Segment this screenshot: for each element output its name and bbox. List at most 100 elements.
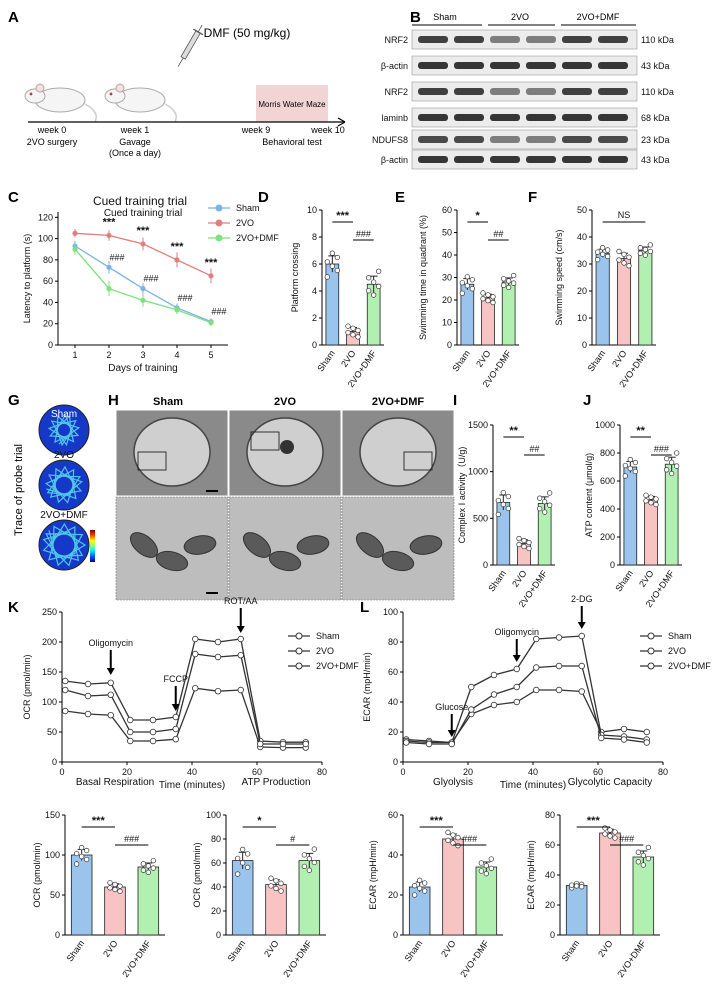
data-point xyxy=(324,259,330,265)
bar xyxy=(137,866,160,936)
blot-band xyxy=(418,88,448,95)
series-point xyxy=(62,677,69,685)
series-point xyxy=(490,701,498,709)
data-point xyxy=(469,286,475,292)
bar xyxy=(104,886,126,936)
series-point xyxy=(214,638,222,646)
data-point xyxy=(537,495,543,501)
blot-band xyxy=(562,156,592,163)
data-point xyxy=(376,283,382,290)
series-point xyxy=(149,728,157,736)
blot-band xyxy=(454,156,484,163)
series-point xyxy=(279,740,287,748)
series-point xyxy=(490,691,498,698)
x-axis-label: Time (minutes) xyxy=(159,780,225,791)
y-tick-label: 60 xyxy=(211,858,221,868)
series-point xyxy=(127,728,134,736)
data-point xyxy=(422,888,428,894)
y-tick-label: 10 xyxy=(577,313,587,323)
series-point xyxy=(208,320,214,326)
y-tick-label: 20 xyxy=(442,295,452,305)
y-tick-label: 40 xyxy=(388,697,398,707)
injection-label: Oligomycin xyxy=(88,638,133,648)
x-tick-label: 40 xyxy=(187,767,197,777)
y-axis-label: OCR (pmol/min) xyxy=(22,654,32,719)
blot-band xyxy=(418,36,448,43)
series-line xyxy=(406,665,647,745)
y-axis-label: Swimming speed (cm/s) xyxy=(554,229,564,325)
series-point xyxy=(72,230,78,236)
data-point xyxy=(607,833,613,839)
series-point xyxy=(106,286,112,292)
legend-label: 2VO+DMF xyxy=(236,233,279,243)
blot-band xyxy=(562,36,592,43)
blot-band xyxy=(454,36,484,43)
data-point xyxy=(635,849,641,855)
data-point xyxy=(622,462,628,469)
data-point xyxy=(117,888,123,894)
data-point xyxy=(480,290,486,296)
blot-strip xyxy=(411,129,638,150)
data-point xyxy=(117,883,123,889)
legend-label: 2VO xyxy=(316,646,334,656)
arrow-head xyxy=(447,730,456,737)
y-tick-label: 100 xyxy=(45,850,60,860)
legend-marker xyxy=(295,662,303,670)
sig-mark: *** xyxy=(587,815,601,827)
y-axis-label: ECAR (mpH/min) xyxy=(368,840,378,910)
data-point xyxy=(412,892,418,898)
trace-path xyxy=(47,413,81,447)
x-tick-label: Sham xyxy=(486,568,508,593)
em-mitochondrion xyxy=(155,550,189,572)
data-point xyxy=(366,275,372,281)
blot-strip xyxy=(411,81,638,102)
sig-mark: * xyxy=(476,210,481,222)
data-point xyxy=(653,501,659,508)
y-tick-label: 0 xyxy=(447,340,452,350)
panel-g: Trace of probe trial Sham 2VO 2VO+DMF xyxy=(13,404,95,571)
bar xyxy=(231,860,254,936)
series-point xyxy=(620,736,628,743)
y-tick-label: 0 xyxy=(582,340,587,350)
sig-mark: *** xyxy=(205,257,219,269)
data-point xyxy=(459,290,465,296)
injection-label: ROT/AA xyxy=(224,596,258,606)
blot-kda-label: 43 kDa xyxy=(641,61,670,71)
y-tick-label: 60 xyxy=(545,840,555,850)
panel-letter-g: G xyxy=(8,392,20,409)
y-tick-label: 80 xyxy=(388,637,398,647)
data-point xyxy=(495,511,501,518)
legend-label: Sham xyxy=(316,631,340,641)
y-axis-label: OCR (pmol/min) xyxy=(32,842,42,907)
y-tick-label: 20 xyxy=(545,900,555,910)
x-tick-label: 0 xyxy=(400,767,405,777)
heat-scale xyxy=(90,530,95,562)
series-line xyxy=(65,638,306,743)
panel-letter-c: C xyxy=(8,189,19,206)
gavage-label: Gavage xyxy=(119,137,151,147)
x-tick-label: 80 xyxy=(317,767,327,777)
data-point xyxy=(537,505,543,512)
y-tick-label: 80 xyxy=(545,810,555,820)
series-point xyxy=(172,725,179,733)
series-point xyxy=(643,739,650,746)
blot-strip xyxy=(411,107,638,128)
x-tick-label: 2VO+DMF xyxy=(458,938,491,979)
series-point xyxy=(578,688,585,695)
week-0: week 0 xyxy=(37,125,67,135)
x-tick-label: 60 xyxy=(593,767,603,777)
data-point xyxy=(542,509,548,515)
data-point xyxy=(674,450,680,456)
data-point xyxy=(612,835,618,841)
trace-ylabel: Trace of probe trial xyxy=(13,444,25,536)
data-point xyxy=(632,459,638,466)
panel-letter-j: J xyxy=(583,392,591,409)
chart-E: 0 10 20 30 40 50 60 Swimming time in quadrant (… xyxy=(418,205,519,389)
data-point xyxy=(647,248,653,255)
blot-band xyxy=(454,136,484,143)
series-point xyxy=(490,671,498,679)
data-point xyxy=(612,829,618,835)
y-tick-label: 0 xyxy=(52,757,57,767)
sig-mark: ### xyxy=(124,834,139,844)
data-point xyxy=(547,502,553,508)
